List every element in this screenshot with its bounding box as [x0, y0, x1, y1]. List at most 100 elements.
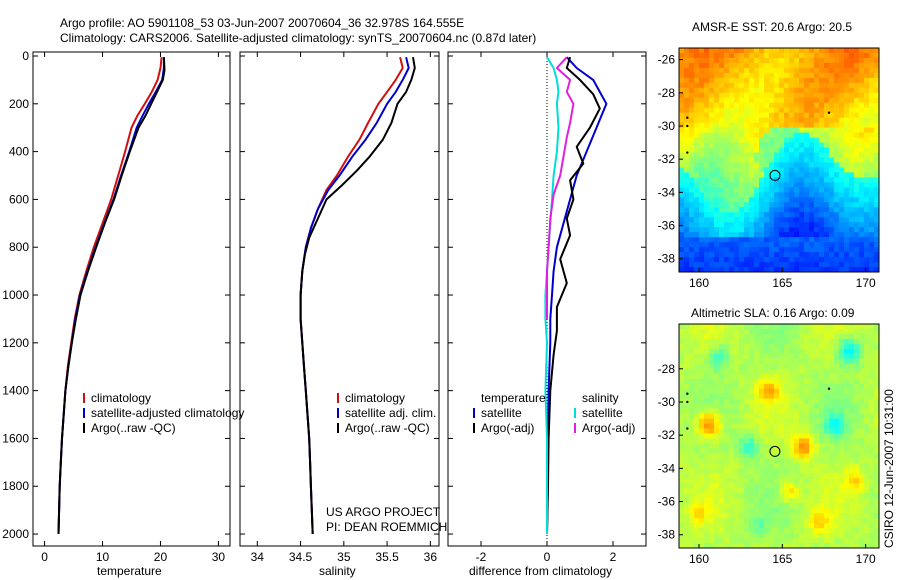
sla_map-cell	[849, 453, 855, 459]
sla_map-cell	[869, 353, 875, 360]
sla_map-cell	[724, 493, 730, 499]
sst_map-cell	[789, 157, 795, 164]
sla_map-cell	[754, 378, 760, 385]
sst_map-cell	[864, 177, 870, 183]
sla_map-cell	[779, 438, 785, 445]
sst_map-cell	[684, 222, 690, 228]
sla_map-cell	[689, 443, 695, 450]
sla_map-cell	[729, 498, 735, 504]
sla_map-cell	[744, 493, 750, 499]
sst_map-cell	[744, 262, 750, 268]
sla_map-cell	[804, 418, 810, 425]
sst_map-cell	[874, 112, 879, 119]
sst_map-cell	[684, 72, 690, 79]
sla_map-cell	[734, 438, 740, 445]
sla_map-cell	[704, 403, 710, 410]
sla_map-cell	[849, 358, 855, 365]
sla_map-cell	[809, 413, 815, 420]
sst_map-cell	[819, 252, 825, 258]
sla_map-cell	[694, 488, 700, 494]
sst_map-cell	[679, 257, 685, 263]
sla_map-cell	[794, 438, 800, 445]
sst_map-cell	[769, 182, 775, 188]
sla_map-cell	[724, 538, 730, 544]
sla_map-cell	[814, 423, 820, 430]
sst_map-cell	[779, 157, 785, 164]
sla_map-cell	[699, 488, 705, 494]
sla_map-cell	[799, 353, 805, 360]
sla_map-cell	[744, 348, 750, 355]
sst_map-cell	[759, 82, 765, 89]
sst_map-cell	[739, 147, 745, 154]
sst_map-cell	[724, 112, 730, 119]
sla_map-cell	[699, 363, 705, 370]
sst_map-cell	[739, 152, 745, 159]
sst_map-cell	[719, 48, 725, 54]
sst_map-cell	[764, 97, 770, 104]
sla_map-cell	[679, 398, 685, 405]
sla_map-cell	[829, 518, 835, 524]
sla_map-cell	[819, 448, 825, 455]
sla_map-cell	[834, 358, 840, 365]
sst_map-cell	[684, 247, 690, 253]
sst_map-cell	[829, 87, 835, 94]
sst_map-cell	[874, 252, 879, 258]
sla_map-cell	[784, 513, 790, 519]
sst_map-cell	[794, 172, 800, 179]
sst_map-cell	[684, 252, 690, 258]
sst_map-cell	[694, 177, 700, 183]
sst_map-cell	[709, 172, 715, 179]
sst_map-cell	[739, 72, 745, 79]
sla_map-cell	[704, 463, 710, 469]
sst_map-cell	[779, 187, 785, 193]
sst_map-cell	[809, 152, 815, 159]
sst_map-cell	[849, 242, 855, 248]
sst_map-cell	[719, 207, 725, 213]
sst_map-xtick-label: 165	[772, 276, 792, 290]
sst_map-cell	[724, 267, 730, 272]
sla_map-cell	[829, 333, 835, 340]
sst_map-cell	[834, 242, 840, 248]
sst_map-cell	[679, 57, 685, 64]
sst_map-cell	[744, 242, 750, 248]
sst_map-cell	[764, 222, 770, 228]
sst_map-cell	[769, 62, 775, 69]
sla_map-cell	[734, 343, 740, 350]
sla_map-cell	[679, 523, 685, 529]
sst_map-cell	[814, 102, 820, 109]
sst_map-cell	[804, 177, 810, 183]
sst_map-cell	[774, 57, 780, 64]
sla_map-cell	[824, 398, 830, 405]
sla_map-cell	[799, 368, 805, 375]
sst_map-cell	[784, 192, 790, 198]
sla_map-cell	[739, 478, 745, 484]
sst_map-cell	[714, 137, 720, 144]
sst_map-cell	[714, 207, 720, 213]
sla_map-cell	[799, 358, 805, 365]
sla_map-cell	[829, 378, 835, 385]
sst_map-cell	[774, 157, 780, 164]
sst_map-cell	[844, 177, 850, 183]
sst_map-cell	[729, 192, 735, 198]
sst_map-cell	[794, 147, 800, 154]
sst_map-cell	[824, 262, 830, 268]
sla_map-cell	[739, 333, 745, 340]
sla_map-cell	[834, 443, 840, 450]
sla_map-cell	[829, 543, 835, 548]
legend-header-temperature: temperature	[481, 391, 546, 405]
sst_map-cell	[779, 52, 785, 59]
sla_map-cell	[854, 518, 860, 524]
sst_map-cell	[819, 107, 825, 114]
sla_map-cell	[829, 458, 835, 464]
sst_map-cell	[739, 247, 745, 253]
sst_map-cell	[709, 207, 715, 213]
sla_map-cell	[684, 423, 690, 430]
sst_map-cell	[839, 222, 845, 228]
sst_map-cell	[864, 227, 870, 233]
sst_map-cell	[754, 247, 760, 253]
sst_map-cell	[709, 217, 715, 223]
sst_map-cell	[709, 212, 715, 218]
sla_map-cell	[849, 418, 855, 425]
sst_map-cell	[794, 102, 800, 109]
sst_map-cell	[704, 122, 710, 129]
